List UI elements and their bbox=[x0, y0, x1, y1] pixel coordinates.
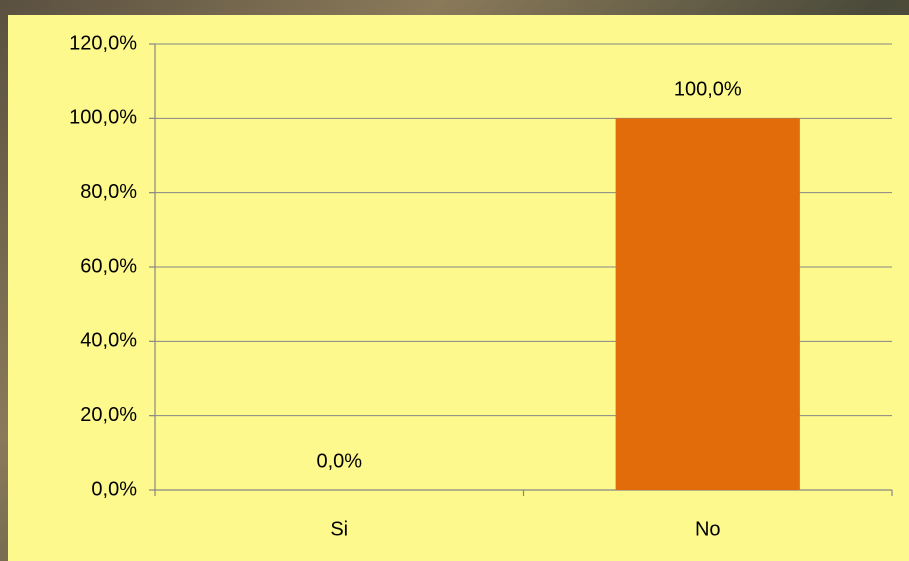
y-tick-label: 80,0% bbox=[80, 181, 137, 203]
y-tick-label: 100,0% bbox=[69, 107, 137, 129]
page: 0,0% 20,0% 40,0% 60,0% 80,0% 100,0% 120,0% Si 0,… bbox=[0, 0, 909, 561]
y-tick-label: 40,0% bbox=[80, 330, 137, 352]
bar bbox=[616, 118, 800, 490]
value-label: 100,0% bbox=[674, 79, 742, 101]
x-tick-label: Si bbox=[330, 518, 348, 540]
y-tick-label: 20,0% bbox=[80, 404, 137, 426]
chart: 0,0% 20,0% 40,0% 60,0% 80,0% 100,0% 120,0% Si 0,… bbox=[0, 0, 909, 561]
value-label: 0,0% bbox=[316, 450, 362, 472]
x-tick-label: No bbox=[695, 518, 721, 540]
y-tick-label: 120,0% bbox=[69, 32, 137, 54]
y-tick-label: 60,0% bbox=[80, 255, 137, 277]
y-tick-label: 0,0% bbox=[91, 478, 137, 500]
